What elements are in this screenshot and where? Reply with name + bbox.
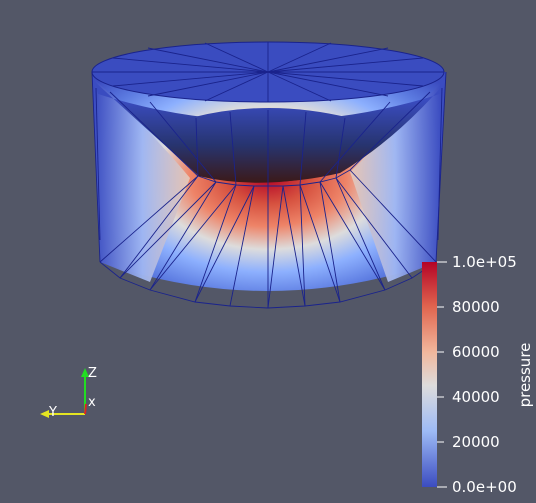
colorbar-tick-label: 60000: [452, 343, 500, 361]
orientation-axes[interactable]: Z Y x: [40, 366, 97, 420]
mesh-top-cap: [91, 41, 445, 103]
pressure-colorbar[interactable]: 1.0e+05 80000 60000 40000 20000 0.0e+00 …: [422, 253, 534, 496]
z-axis-label: Z: [88, 366, 97, 381]
colorbar-tick-label: 20000: [452, 433, 500, 451]
mesh-inner-shadow: [190, 108, 350, 183]
x-axis-line: [84, 403, 87, 415]
colorbar-tick-label: 40000: [452, 388, 500, 406]
mesh-edges: [91, 71, 447, 309]
colorbar-title: pressure: [516, 343, 534, 408]
z-axis-arrow-icon: [81, 368, 89, 377]
x-axis-label: x: [88, 395, 96, 410]
mesh-object[interactable]: [91, 41, 447, 309]
mesh-left-wall: [92, 72, 190, 282]
colorbar-tick-label: 0.0e+00: [452, 478, 517, 496]
colorbar-tick-marks: [437, 261, 447, 488]
colorbar-tick-label: 1.0e+05: [452, 253, 517, 271]
colorbar-tick-label: 80000: [452, 298, 500, 316]
colorbar-gradient: [422, 262, 437, 487]
y-axis-label: Y: [48, 405, 57, 420]
y-axis-arrow-icon: [40, 410, 49, 418]
mesh-right-wall: [350, 72, 446, 282]
